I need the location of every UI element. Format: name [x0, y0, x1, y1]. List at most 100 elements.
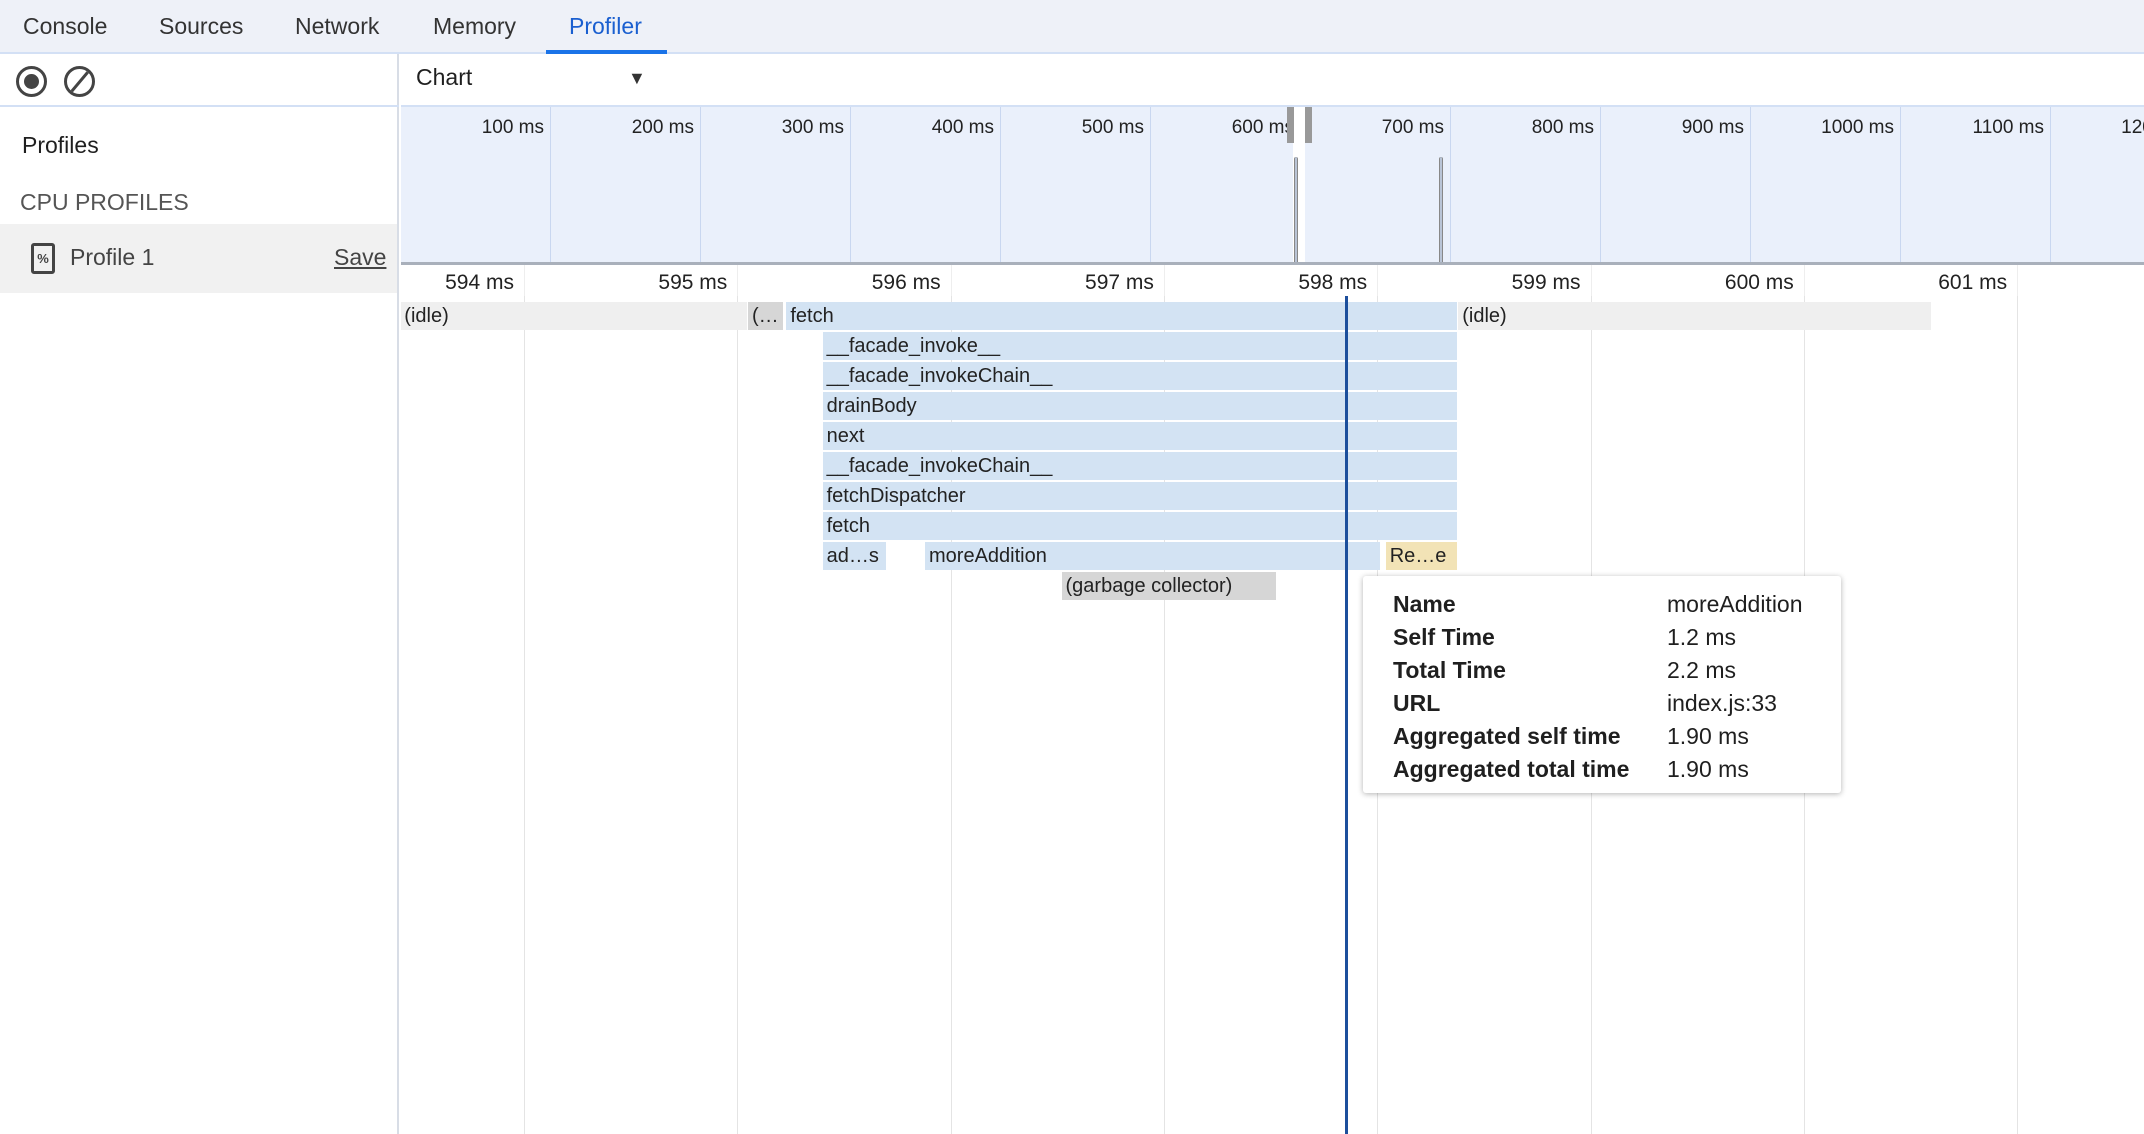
ruler-tick-label: 600 ms	[1724, 271, 1794, 294]
view-mode-select[interactable]: Chart ▼	[416, 64, 656, 96]
save-link[interactable]: Save	[334, 244, 387, 270]
overview-tick-label: 300 ms	[781, 117, 844, 138]
ruler-tick	[1377, 265, 1379, 296]
tab-memory[interactable]: Memory	[433, 13, 517, 39]
flame-entry[interactable]: (idle)	[401, 302, 747, 330]
tooltip-value: 1.90 ms	[1667, 756, 1749, 782]
timeline-overview[interactable]: 100 ms 200 ms 300 ms 400 ms 500 ms 600 ms 700 …	[401, 107, 2144, 265]
ruler-tick-label: 601 ms	[1938, 271, 2008, 294]
tooltip-row: Self Time 1.2 ms	[1393, 621, 1841, 654]
flame-entry[interactable]: fetchDispatcher	[822, 482, 1458, 510]
flame-gridline	[524, 296, 525, 1134]
overview-tick-label: 500 ms	[1081, 117, 1144, 138]
flame-entry[interactable]: moreAddition	[925, 542, 1381, 570]
tooltip-value: 1.90 ms	[1667, 723, 1749, 749]
flame-entry[interactable]: (garbage collector)	[1061, 572, 1276, 600]
overview-tick-label: 400 ms	[931, 117, 994, 138]
overview-gridline	[700, 107, 701, 262]
flame-entry[interactable]: fetch	[822, 512, 1458, 540]
cpu-profile-file-icon: %	[31, 243, 55, 274]
tab-profiler[interactable]: Profiler	[569, 13, 642, 39]
chevron-down-icon: ▼	[628, 68, 646, 88]
tooltip-key: Aggregated self time	[1393, 723, 1621, 749]
overview-gridline	[1900, 107, 1901, 262]
ruler-tick-label: 594 ms	[445, 271, 514, 294]
ruler-tick-label: 598 ms	[1298, 271, 1368, 294]
flame-time-ruler: 594 ms 595 ms 596 ms 597 ms 598 ms 599 ms 600 …	[401, 265, 2144, 296]
overview-gridline	[1000, 107, 1001, 262]
overview-tick-label: 1100 ms	[1972, 117, 2044, 138]
record-icon[interactable]	[16, 66, 47, 97]
tooltip-value: index.js:33	[1667, 690, 1777, 716]
flame-gridline	[737, 296, 739, 1134]
overview-tick-label: 200 ms	[631, 117, 694, 138]
overview-gridline	[1450, 107, 1451, 262]
ruler-tick	[950, 265, 952, 296]
overview-tick-label: 600 ms	[1231, 117, 1294, 138]
ruler-tick	[524, 265, 525, 296]
tooltip-row: Aggregated total time 1.90 ms	[1393, 753, 1841, 786]
profiles-sidebar: Profiles CPU PROFILES % Profile 1 Save	[0, 54, 399, 1134]
ruler-tick	[1163, 265, 1165, 296]
tooltip-row: Total Time 2.2 ms	[1393, 654, 1841, 687]
overview-gridline	[850, 107, 851, 262]
tooltip-key: Total Time	[1393, 657, 1506, 683]
overview-gridline	[1150, 107, 1151, 262]
profiles-heading: Profiles	[22, 132, 99, 158]
flame-entry[interactable]: (idle)	[1458, 302, 1931, 330]
overview-gridline	[2050, 107, 2051, 262]
overview-tick-label: 1200 ms	[2121, 117, 2144, 138]
flame-entry[interactable]: next	[822, 422, 1458, 450]
tooltip-value: moreAddition	[1667, 591, 1803, 617]
tooltip-key: URL	[1393, 690, 1441, 716]
ruler-tick-label: 597 ms	[1085, 271, 1154, 294]
active-tab-indicator	[546, 50, 667, 54]
tooltip-row: Name moreAddition	[1393, 588, 1841, 621]
tooltip-row: URL index.js:33	[1393, 687, 1841, 720]
sidebar-toolbar	[0, 54, 399, 107]
flame-entry[interactable]: __facade_invokeChain__	[822, 362, 1458, 390]
cpu-profiles-section: CPU PROFILES	[20, 189, 189, 215]
ruler-tick	[1803, 265, 1805, 296]
tab-console[interactable]: Console	[23, 13, 108, 39]
overview-tick-label: 100 ms	[481, 117, 544, 138]
overview-cpu-spike	[1293, 157, 1298, 262]
flame-entry[interactable]: __facade_invoke__	[822, 332, 1458, 360]
overview-gridline	[550, 107, 551, 262]
chart-toolbar: Chart ▼	[401, 54, 2144, 107]
tooltip-row: Aggregated self time 1.90 ms	[1393, 720, 1841, 753]
tooltip-key: Self Time	[1393, 624, 1495, 650]
panel-tab-bar: Console Sources Network Memory Profiler	[0, 0, 2144, 54]
overview-gridline	[1750, 107, 1751, 262]
ruler-tick	[1590, 265, 1592, 296]
tab-network[interactable]: Network	[295, 13, 380, 39]
entry-tooltip: Name moreAddition Self Time 1.2 ms Total Tim…	[1363, 576, 1841, 793]
tab-sources[interactable]: Sources	[159, 13, 244, 39]
flame-entry[interactable]: ad…s	[822, 542, 886, 570]
ruler-tick	[2017, 265, 2019, 296]
ruler-tick-label: 596 ms	[871, 271, 941, 294]
flame-entry[interactable]: drainBody	[822, 392, 1458, 420]
overview-gridline	[1600, 107, 1601, 262]
flame-chart[interactable]: (idle) (… fetch (idle) __facade_invoke__ __fa…	[401, 296, 2144, 1134]
overview-selection-handle-left[interactable]	[1286, 107, 1294, 143]
tooltip-key: Name	[1393, 591, 1456, 617]
profile-name: Profile 1	[70, 244, 155, 270]
flame-gridline	[1163, 296, 1165, 1134]
overview-tick-label: 700 ms	[1381, 117, 1444, 138]
flame-gridline	[2017, 296, 2019, 1134]
flame-time-cursor	[1345, 296, 1349, 1134]
ruler-tick-label: 599 ms	[1511, 271, 1581, 294]
flame-gridline	[950, 296, 952, 1134]
view-mode-value: Chart	[416, 64, 473, 90]
flame-entry[interactable]: (…	[747, 302, 784, 330]
clear-icon[interactable]	[64, 66, 95, 97]
flame-entry[interactable]: Re…e	[1385, 542, 1458, 570]
flame-entry[interactable]: fetch	[786, 302, 1458, 330]
overview-selection-handle-right[interactable]	[1304, 107, 1312, 143]
ruler-tick-label: 595 ms	[658, 271, 728, 294]
tooltip-value: 1.2 ms	[1667, 624, 1737, 650]
flame-entry[interactable]: __facade_invokeChain__	[822, 452, 1458, 480]
profile-list-item[interactable]: % Profile 1 Save	[0, 224, 397, 293]
overview-cpu-spike	[1439, 157, 1443, 262]
